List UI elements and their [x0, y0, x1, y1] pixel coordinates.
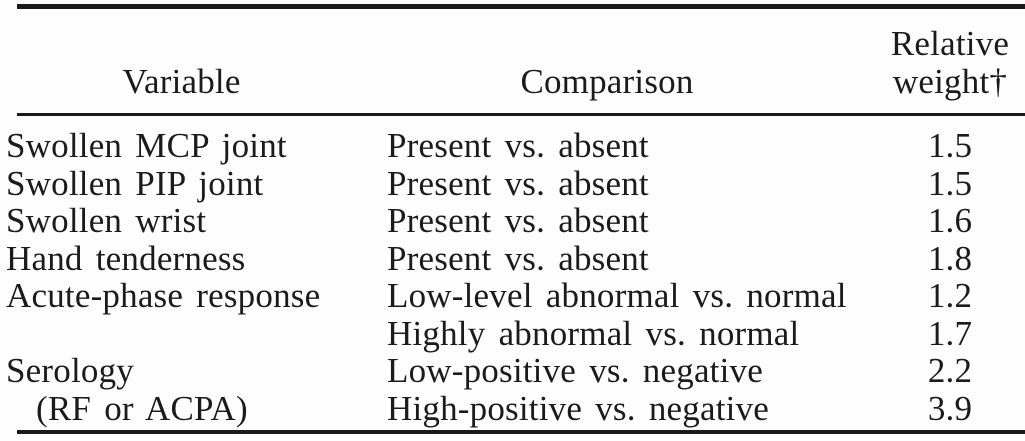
variable-cell: Swollen wrist — [6, 201, 207, 240]
weight-cell: 2.2 — [927, 351, 973, 390]
table-row: Highly abnormal vs. normal 1.7 — [0, 313, 1025, 353]
table-body: Swollen MCP joint Present vs. absent 1.5… — [0, 116, 1025, 427]
variable-cell: (RF or ACPA) — [36, 388, 248, 428]
table-row: Swollen PIP joint Present vs. absent 1.5 — [0, 163, 1025, 203]
comparison-cell: Present vs. absent — [387, 238, 649, 278]
weight-cell: 1.5 — [927, 126, 973, 165]
column-header-relative-weight-line2: weight† — [892, 61, 1008, 101]
table-row: Swollen MCP joint Present vs. absent 1.5 — [0, 127, 1025, 165]
table-row: (RF or ACPA) High-positive vs. negative … — [0, 388, 1025, 428]
weight-cell: 3.9 — [927, 388, 973, 428]
weight-cell: 1.6 — [927, 201, 973, 240]
table-bottom-rule — [17, 430, 1025, 434]
weight-cell: 1.5 — [927, 163, 973, 203]
comparison-cell: Low-positive vs. negative — [387, 351, 763, 390]
comparison-cell: Present vs. absent — [387, 201, 649, 240]
variable-cell: Swollen PIP joint — [6, 163, 264, 203]
variable-cell: Swollen MCP joint — [6, 126, 287, 165]
table-row: Serology Low-positive vs. negative 2.2 — [0, 352, 1025, 390]
table-row: Swollen wrist Present vs. absent 1.6 — [0, 202, 1025, 240]
column-header-relative-weight-line1: Relative — [890, 24, 1010, 63]
table-header-row: Variable Comparison Relative weight† — [0, 0, 1025, 113]
column-header-relative-weight: Relative weight† — [875, 25, 1025, 100]
column-header-variable: Variable — [122, 61, 241, 101]
variable-cell: Hand tenderness — [6, 238, 246, 278]
table-top-rule — [17, 4, 1025, 9]
weight-cell: 1.8 — [927, 238, 973, 278]
variable-cell — [0, 315, 387, 353]
weight-cell: 1.7 — [927, 313, 973, 353]
variable-cell: Serology — [6, 351, 134, 390]
table-header-rule — [17, 113, 1025, 116]
variable-cell: Acute-phase response — [6, 276, 321, 315]
comparison-cell: Low-level abnormal vs. normal — [387, 276, 847, 315]
comparison-cell: Present vs. absent — [387, 163, 649, 203]
comparison-cell: Highly abnormal vs. normal — [387, 313, 800, 353]
weight-cell: 1.2 — [927, 276, 973, 315]
column-header-comparison: Comparison — [520, 61, 694, 101]
comparison-cell: Present vs. absent — [387, 126, 649, 165]
table-row: Hand tenderness Present vs. absent 1.8 — [0, 238, 1025, 278]
comparison-cell: High-positive vs. negative — [387, 388, 770, 428]
table-row: Acute-phase response Low-level abnormal … — [0, 277, 1025, 315]
